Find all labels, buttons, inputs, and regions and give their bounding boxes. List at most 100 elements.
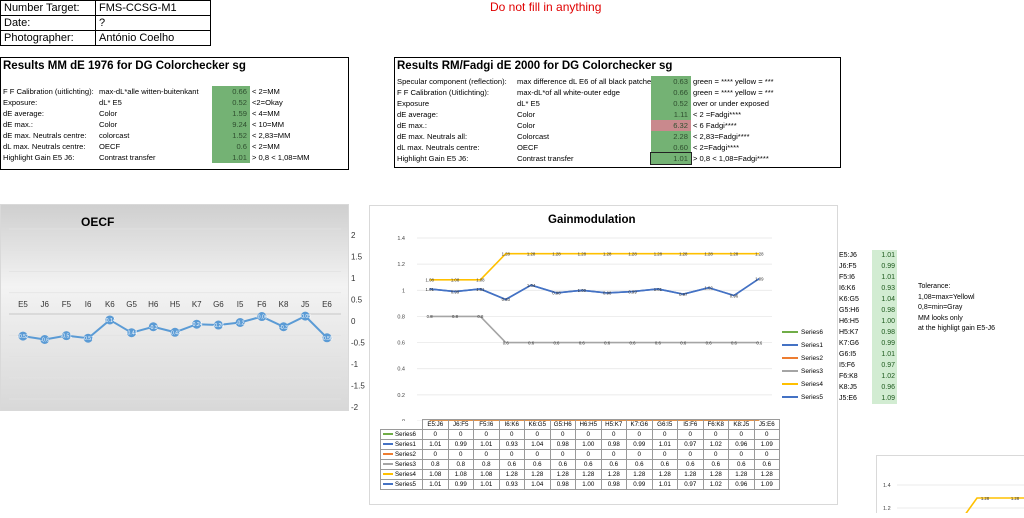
table-cell: 0.6 [626, 459, 653, 470]
gain-value[interactable]: 0.98 [872, 305, 897, 316]
gain-value[interactable]: 1.01 [872, 272, 897, 283]
data-label: -0.57 [82, 336, 94, 342]
gain-label: I6:K6 [839, 285, 856, 292]
result-row: dL max. Neutrals centre: OECF 0.6 < 2=MM [1, 141, 348, 152]
series-swatch [383, 433, 393, 436]
result-name: dE average: [397, 110, 438, 119]
info-value[interactable]: ? [95, 15, 211, 31]
x-tick-label: G6 [213, 300, 224, 309]
result-row: dE max. Neutrals all: Colorcast 2.28 < 2,83… [395, 131, 840, 142]
legend-item[interactable]: Series3 [782, 365, 823, 378]
gain-value[interactable]: 1.09 [872, 393, 897, 404]
gain-value[interactable]: 0.98 [872, 327, 897, 338]
x-tick-label: G5 [126, 300, 137, 309]
table-header: F5:I6 [473, 419, 500, 430]
table-cell: 0 [677, 429, 704, 440]
result-value[interactable]: 0.52 [212, 97, 250, 108]
info-value[interactable]: FMS-CCSG-M1 [95, 0, 211, 16]
data-label: -0.43 [169, 330, 181, 336]
gain-value[interactable]: 1.01 [872, 250, 897, 261]
table-cell: 0 [651, 429, 678, 440]
result-value[interactable]: 2.28 [651, 131, 691, 142]
result-value[interactable]: 1.11 [651, 109, 691, 120]
table-cell: 1.28 [677, 469, 704, 480]
y-tick-label: -1.5 [351, 382, 365, 391]
gain-value[interactable]: 0.99 [872, 338, 897, 349]
table-row: Series5 1.01 0.99 1.01 0.93 1.04 0.98 1.00 0.98 0… [380, 479, 780, 490]
legend-item[interactable]: Series4 [782, 378, 823, 391]
table-row: Series4 1.08 1.08 1.08 1.28 1.28 1.28 1.28 1.28 1… [380, 469, 780, 480]
table-cell: 0.8 [422, 459, 449, 470]
result-value[interactable]: 1.59 [212, 108, 250, 119]
gain-value[interactable]: 1.02 [872, 371, 897, 382]
gain-value[interactable]: 1.04 [872, 294, 897, 305]
gain-value[interactable]: 0.99 [872, 261, 897, 272]
table-cell: 1.28 [702, 469, 729, 480]
result-row: F F Calibration (uitlichting): max-dL*all… [1, 86, 348, 97]
table-cell: 1.08 [422, 469, 449, 480]
result-description: Color [99, 109, 118, 118]
legend-swatch [782, 331, 798, 334]
data-point [61, 331, 71, 341]
table-cell: 1.00 [575, 439, 602, 450]
table-cell: 0.98 [549, 439, 576, 450]
data-label: 1.02 [704, 285, 713, 290]
legend-item[interactable]: Series2 [782, 352, 823, 365]
data-label: 1.28 [502, 251, 511, 256]
mini-chart[interactable]: 1.4 1.2 1.28 1.28 [876, 455, 1024, 518]
info-value[interactable]: António Coelho [95, 30, 211, 46]
gain-plot: 1.4 1.2 1 0.8 0.6 0.4 0.2 0 0.8 0.8 0.8 0.6 0.6 0.6 0.… [397, 236, 772, 421]
legend-item[interactable]: Series6 [782, 326, 823, 339]
table-cell: 0.6 [651, 459, 678, 470]
y-tick-label: -1 [351, 360, 359, 369]
table-cell: 0 [753, 449, 780, 460]
result-value[interactable]: 0.66 [212, 86, 250, 97]
data-point [170, 327, 180, 337]
result-description: Color [99, 120, 118, 129]
result-value[interactable]: 1.01 [212, 152, 250, 163]
result-value[interactable]: 0.66 [651, 87, 691, 98]
gain-value[interactable]: 0.93 [872, 283, 897, 294]
result-value[interactable]: 1.01 [650, 152, 692, 165]
data-label: 0.6 [579, 340, 586, 345]
table-row: Series3 0.8 0.8 0.8 0.6 0.6 0.6 0.6 0.6 0.6 0.6 0.6… [380, 459, 780, 470]
table-cell: 1.01 [473, 439, 500, 450]
table-cell: 1.01 [651, 439, 678, 450]
results-fadgi-box: Results RM/Fadgi dE 2000 for DG Colorche… [394, 57, 841, 168]
y-tick-label: 1.4 [883, 483, 891, 489]
gain-value[interactable]: 0.97 [872, 360, 897, 371]
data-label: 1.08 [451, 278, 460, 283]
result-value[interactable]: 0.6 [212, 141, 250, 152]
table-cell: 0 [702, 429, 729, 440]
y-tick-label: 1.2 [883, 506, 891, 512]
legend-item[interactable]: Series5 [782, 391, 823, 404]
result-value[interactable]: 0.60 [651, 142, 691, 153]
result-value[interactable]: 6.32 [651, 120, 691, 131]
oecf-chart[interactable]: OECF E5 J6 F5 I6 K6 G5 H6 H5 K7 G6 I5 F6 K8 J5 E6 -0.52… [0, 204, 349, 411]
table-cell: 0.6 [549, 459, 576, 470]
gain-value[interactable]: 1.00 [872, 316, 897, 327]
table-cell: 0 [702, 449, 729, 460]
result-value[interactable]: 0.63 [651, 76, 691, 87]
table-cell: 1.01 [422, 479, 449, 490]
result-value[interactable]: 1.52 [212, 130, 250, 141]
table-cell: 0 [549, 429, 576, 440]
data-label: 1.28 [527, 251, 536, 256]
table-header: K6:G5 [524, 419, 551, 430]
series-line-series3 [429, 315, 760, 344]
table-cell: 1.09 [753, 439, 780, 450]
legend-item[interactable]: Series1 [782, 339, 823, 352]
x-tick-label: E6 [322, 300, 332, 309]
data-label: -0.6 [40, 338, 49, 344]
gain-value[interactable]: 0.96 [872, 382, 897, 393]
result-description: OECF [517, 143, 539, 152]
result-description: max difference dL E6 of all black patche [517, 77, 652, 86]
result-value[interactable]: 0.52 [651, 98, 691, 109]
result-criterion: > 0,8 < 1,08=MM [252, 153, 310, 162]
series-name: Series5 [380, 479, 423, 490]
result-value[interactable]: 9.24 [212, 119, 250, 130]
gain-chart[interactable]: Gainmodulation 1.41.210.80.60.40.200.80.… [369, 205, 838, 505]
series-name: Series1 [380, 439, 423, 450]
table-cell: 0.6 [702, 459, 729, 470]
gain-value[interactable]: 1.01 [872, 349, 897, 360]
